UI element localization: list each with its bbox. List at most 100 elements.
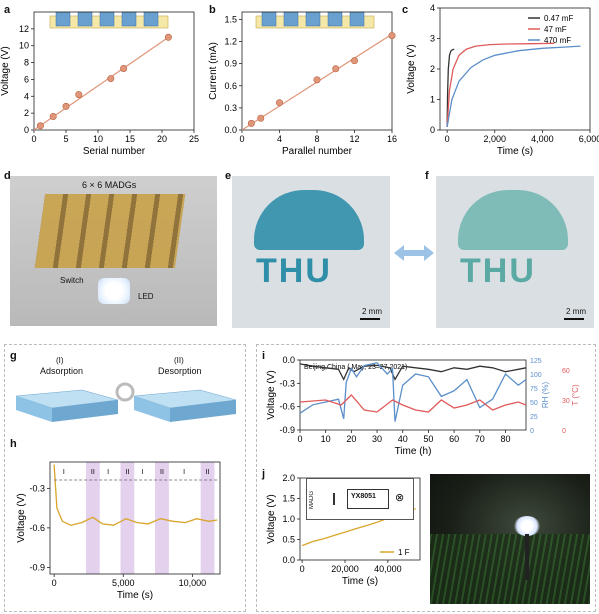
chart-a-ytick-label-4: 8 [24, 58, 29, 68]
chart-c-ytick-label-3: 3 [430, 34, 435, 44]
chart-i-xlabel: Time (h) [395, 446, 432, 457]
chart-j-ylabel: Voltage (V) [266, 494, 277, 543]
chart-c-series-2 [446, 45, 581, 128]
chart-c-ytick-label-1: 1 [430, 95, 435, 105]
chart-i-rh-tick-2: 50 [530, 400, 538, 407]
chart-b-point-4 [332, 65, 340, 73]
chart-c-xtick-label-2: 4,000 [531, 134, 554, 144]
chart-a-point-1 [49, 113, 57, 121]
chart-a-xlabel: Serial number [83, 146, 146, 157]
frame-ij [256, 344, 596, 612]
chart-h-ytick-label-1: -0.6 [29, 523, 45, 533]
photo-d-title: 6 × 6 MADGs [82, 180, 137, 190]
scale-bar-e-label: 2 mm [362, 307, 382, 316]
chart-i-t-tick-0: 0 [562, 428, 566, 435]
panel-letter-a: a [4, 4, 11, 16]
grass-texture [430, 534, 590, 604]
chart-c-xtick-label-3: 6,000 [579, 134, 599, 144]
series-cell-inset-a [49, 11, 169, 29]
scale-bar-f [564, 318, 584, 320]
chart-a-ytick-label-2: 4 [24, 91, 29, 101]
scale-bar-e [360, 318, 380, 320]
chart-h-phase-7: II [206, 469, 210, 476]
chart-i-t-label: T (°C) [571, 384, 580, 406]
chart-h-band-2 [155, 462, 169, 574]
chart-c-frame [439, 7, 591, 131]
panel-letter-i: i [262, 350, 266, 362]
chart-c-legend-label-2: 470 mF [544, 36, 571, 45]
chart-c-xlabel: Time (s) [497, 146, 533, 157]
madg-grid [34, 194, 186, 268]
chart-h-band-1 [120, 462, 135, 574]
chart-b-ytick-label-0: 0.0 [224, 125, 237, 135]
chart-h-phase-3: II [125, 469, 129, 476]
chart-j-ytick-label-0: 0.0 [282, 555, 295, 565]
chart-i-xtick-label-2: 20 [346, 434, 356, 444]
chart-i-ytick-label-0: 0.0 [282, 355, 295, 365]
chart-c-ytick-label-4: 4 [430, 3, 435, 13]
chart-a-ytick-label-6: 12 [19, 24, 29, 34]
chart-h-xlabel: Time (s) [117, 590, 153, 601]
chart-a-ylabel: Voltage (V) [0, 46, 11, 95]
panel-letter-b: b [209, 4, 216, 16]
arch-shape-f [458, 190, 568, 250]
chart-j-ytick-label-4: 2.0 [282, 473, 295, 483]
frame-gh [4, 344, 246, 612]
chart-b-xtick-label-1: 4 [277, 134, 282, 144]
circuit-inset-j: MADG YX8051 ⊗ [306, 478, 414, 520]
chart-a-xtick-label-3: 15 [125, 134, 135, 144]
led-glow [98, 278, 130, 304]
chart-j-xtick-label-2: 40,000 [374, 564, 402, 574]
chart-b-point-5 [350, 57, 358, 65]
chart-j-ytick-label-3: 1.5 [282, 494, 295, 504]
step2-name: Desorption [158, 366, 202, 376]
chart-b-frame [241, 11, 393, 131]
chart-i-ytick-label-3: -0.9 [279, 425, 295, 435]
chart-i-frame [299, 359, 527, 431]
photo-f-text: THU [460, 252, 536, 290]
chart-i-xtick-label-1: 10 [321, 434, 331, 444]
photo-e-text: THU [256, 252, 332, 290]
chart-a-point-2 [62, 102, 70, 110]
chart-h-ylabel: Voltage (V) [16, 493, 27, 542]
chart-b-point-1 [257, 114, 265, 122]
chart-c-ytick-label-2: 2 [430, 64, 435, 74]
chart-i-series-2 [299, 394, 527, 413]
chart-b-ylabel: Current (mA) [208, 42, 219, 100]
chart-b-ytick-label-2: 0.6 [224, 81, 237, 91]
chart-i-rh-tick-0: 0 [530, 428, 534, 435]
panel-letter-d: d [4, 170, 11, 182]
chip-label: YX8051 [351, 493, 376, 500]
chart-a-ytick-label-0: 0 [24, 125, 29, 135]
chart-b-point-2 [275, 99, 283, 107]
step1-label: (I) [56, 356, 64, 365]
chart-h-ytick-label-2: -0.9 [29, 562, 45, 572]
chart-a-fit-line [33, 36, 169, 131]
chart-b-ytick-label-1: 0.3 [224, 103, 237, 113]
chart-i-xtick-label-7: 70 [475, 434, 485, 444]
chart-c-legend-label-1: 47 mF [544, 25, 567, 34]
chart-a-frame [33, 11, 195, 131]
chart-h-phase-4: I [142, 469, 144, 476]
chart-b-xtick-label-3: 12 [349, 134, 359, 144]
chart-h-phase-1: II [91, 469, 95, 476]
lamp-icon: ⊗ [395, 492, 405, 504]
chart-b-point-3 [313, 76, 321, 84]
schematic-adsorption-desorption [15, 382, 237, 422]
chart-i-title: Beijing,China ( May, 23–27,2021) [304, 364, 407, 371]
chart-b-point-0 [247, 119, 255, 127]
photo-thu-pattern-e: THU 2 mm [232, 176, 390, 328]
chart-a-point-3 [75, 91, 83, 99]
chart-h-ytick-label-0: -0.3 [29, 483, 45, 493]
chart-c-series-0 [446, 48, 455, 128]
chart-a-xtick-label-1: 5 [63, 134, 68, 144]
chart-h-frame [49, 461, 221, 575]
double-arrow-icon [394, 245, 434, 261]
chart-c-ytick-label-0: 0 [430, 125, 435, 135]
chart-j-ytick-label-1: 0.5 [282, 535, 295, 545]
chart-b-xtick-label-2: 8 [314, 134, 319, 144]
panel-letter-g: g [10, 350, 17, 362]
chip-box [347, 489, 389, 509]
chart-i-t-tick-1: 30 [562, 398, 570, 405]
chart-a-point-5 [120, 64, 128, 72]
